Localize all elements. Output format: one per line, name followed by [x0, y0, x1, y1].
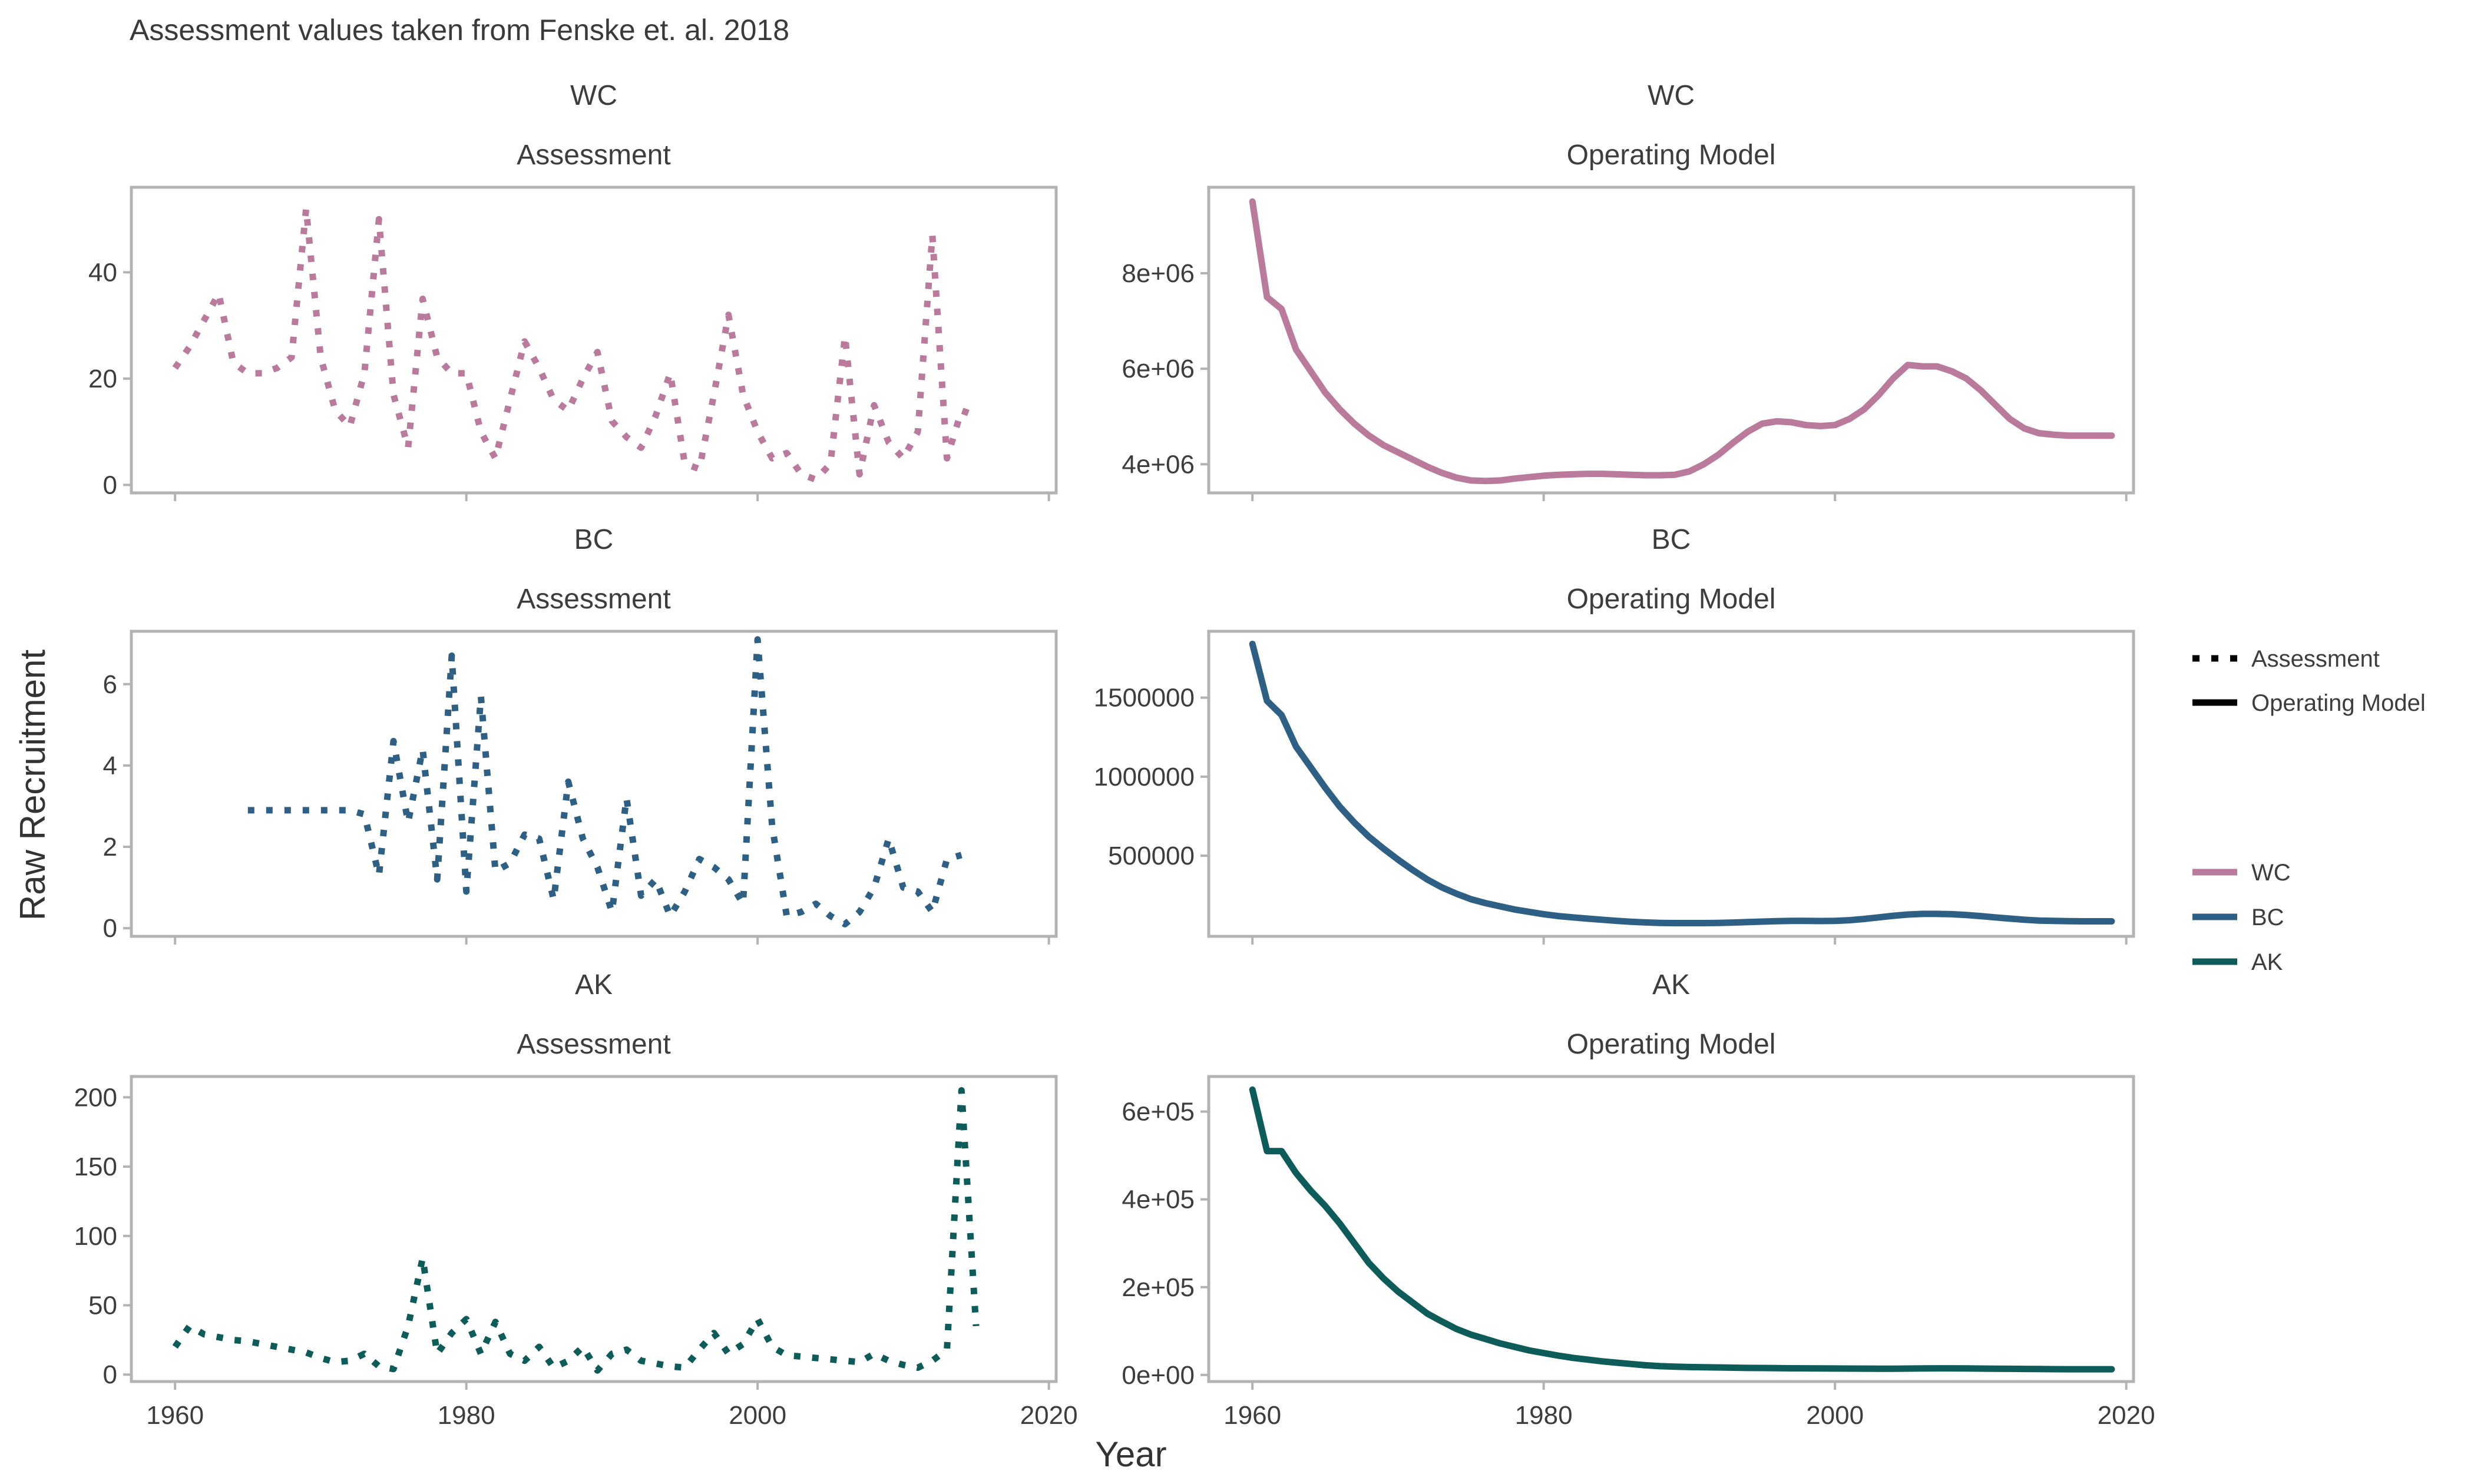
y-tick-label: 2e+05 — [1122, 1273, 1195, 1302]
strip-model-label: Assessment — [517, 1029, 670, 1060]
panel-wc-assessment: WC Assessment 0 20 40 — [88, 80, 1058, 501]
series-line-ak-operating-model — [1249, 1086, 2115, 1373]
series-line-bc-operating-model — [1249, 641, 2115, 926]
x-axis-title: Year — [1095, 1435, 1166, 1474]
panel-frame — [130, 630, 1058, 938]
panel-frame — [1207, 186, 2135, 495]
y-tick-label: 2 — [103, 833, 117, 862]
x-tick-label: 1960 — [1223, 1401, 1281, 1430]
strip-stock-label: WC — [570, 80, 617, 111]
x-tick-label: 2020 — [1020, 1401, 1078, 1430]
chart-title: Assessment values taken from Fenske et. … — [130, 14, 789, 47]
legend-color-label: BC — [2251, 905, 2284, 930]
y-tick-label: 0 — [103, 1360, 117, 1389]
panel-bc-operating-model: BC Operating Model 500000 1000000 1500000 — [1094, 524, 2135, 945]
legend-linetype-label: Assessment — [2251, 646, 2380, 672]
y-tick-label: 50 — [88, 1291, 117, 1320]
y-axis-title: Raw Recruitment — [13, 650, 52, 920]
x-tick-label: 2000 — [729, 1401, 786, 1430]
strip-stock-label: AK — [575, 969, 613, 1001]
y-tick-label: 0 — [103, 914, 117, 943]
strip-model-label: Assessment — [517, 584, 670, 615]
y-tick-label: 6e+05 — [1122, 1098, 1195, 1127]
y-tick-label: 4e+06 — [1122, 450, 1195, 479]
strip-model-label: Operating Model — [1567, 1029, 1776, 1060]
panel-frame — [1207, 630, 2135, 938]
panel-wc-operating-model: WC Operating Model 4e+06 6e+06 8e+06 — [1122, 80, 2135, 501]
y-tick-label: 20 — [88, 365, 117, 393]
y-tick-label: 0 — [103, 471, 117, 499]
x-tick-label: 1980 — [438, 1401, 495, 1430]
x-tick-label: 2020 — [2098, 1401, 2155, 1430]
series-line-bc-assessment — [247, 636, 963, 928]
panel-bc-assessment: BC Assessment 0 2 4 6 — [103, 524, 1058, 945]
y-tick-label: 8e+06 — [1122, 259, 1195, 288]
strip-model-label: Operating Model — [1567, 140, 1776, 171]
y-tick-label: 4e+05 — [1122, 1185, 1195, 1214]
panel-ak-operating-model: AK Operating Model 0e+00 2e+05 4e+05 6e+05 196… — [1122, 969, 2155, 1430]
y-tick-label: 150 — [74, 1152, 117, 1181]
legend: Assessment Operating Model WC BC AK — [2192, 646, 2426, 975]
y-tick-label: 4 — [103, 751, 117, 780]
strip-stock-label: WC — [1648, 80, 1695, 111]
panel-ak-assessment: AK Assessment 0 50 100 150 200 1960 1980 2000 2020 — [74, 969, 1078, 1430]
y-tick-label: 1000000 — [1094, 763, 1195, 791]
y-tick-label: 6e+06 — [1122, 355, 1195, 383]
strip-stock-label: AK — [1652, 969, 1690, 1001]
y-tick-label: 0e+00 — [1122, 1361, 1195, 1390]
panel-frame — [130, 186, 1058, 495]
strip-model-label: Assessment — [517, 140, 670, 171]
x-tick-label: 1980 — [1515, 1401, 1573, 1430]
series-line-wc-assessment — [172, 205, 977, 483]
legend-linetype-label: Operating Model — [2251, 690, 2426, 716]
strip-model-label: Operating Model — [1567, 584, 1776, 615]
strip-stock-label: BC — [574, 524, 614, 555]
y-tick-label: 40 — [88, 258, 117, 287]
x-tick-label: 1960 — [146, 1401, 204, 1430]
y-tick-label: 100 — [74, 1222, 117, 1251]
y-tick-label: 500000 — [1108, 842, 1195, 870]
series-line-ak-assessment — [172, 1087, 980, 1374]
x-tick-label: 2000 — [1806, 1401, 1864, 1430]
y-tick-label: 200 — [74, 1083, 117, 1112]
legend-color-label: AK — [2251, 949, 2283, 975]
legend-color-label: WC — [2251, 860, 2291, 886]
strip-stock-label: BC — [1652, 524, 1691, 555]
y-tick-label: 6 — [103, 670, 117, 699]
y-tick-label: 1500000 — [1094, 684, 1195, 713]
panel-frame — [130, 1075, 1058, 1383]
panel-frame — [1207, 1075, 2135, 1383]
series-line-wc-operating-model — [1249, 198, 2115, 485]
